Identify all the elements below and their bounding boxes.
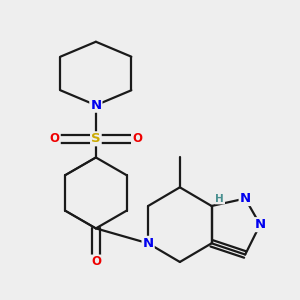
Text: S: S	[91, 132, 101, 145]
Text: H: H	[215, 194, 224, 203]
Text: N: N	[142, 237, 154, 250]
Text: N: N	[255, 218, 266, 231]
Text: N: N	[90, 99, 101, 112]
Text: N: N	[240, 192, 251, 205]
Text: O: O	[91, 256, 101, 268]
Text: O: O	[50, 132, 60, 145]
Text: O: O	[132, 132, 142, 145]
